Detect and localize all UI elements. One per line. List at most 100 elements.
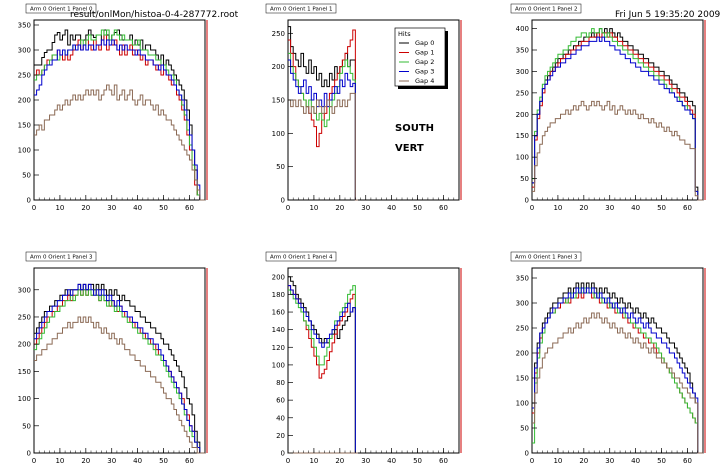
x-tick-label: 50 bbox=[413, 204, 422, 212]
y-tick-label: 200 bbox=[272, 63, 285, 71]
series-line-gap2 bbox=[532, 287, 703, 454]
y-tick-label: 120 bbox=[272, 344, 285, 352]
y-tick-label: 350 bbox=[18, 22, 31, 30]
y-tick-label: 50 bbox=[276, 163, 285, 171]
y-tick-label: 200 bbox=[18, 97, 31, 105]
plot-frame bbox=[531, 19, 704, 201]
y-tick-label: 50 bbox=[22, 422, 31, 430]
x-tick-label: 10 bbox=[553, 204, 562, 212]
datetime-label: Fri Jun 5 19:35:20 2009 bbox=[615, 10, 720, 20]
series-line-gap3 bbox=[34, 283, 205, 454]
y-tick-label: 180 bbox=[272, 291, 285, 299]
y-tick-label: 0 bbox=[281, 450, 285, 458]
panel-0: Arm 0 Orient 1 Panel 0 0 10 20 30 40 50 60 0 50 10… bbox=[18, 3, 208, 212]
series-line-gap0 bbox=[532, 28, 703, 201]
y-tick-label: 100 bbox=[272, 361, 285, 369]
panel-title-box bbox=[25, 3, 97, 14]
panel-title: Arm 0 Orient 1 Panel 3 bbox=[515, 255, 578, 261]
y-tick-label: 50 bbox=[22, 172, 31, 180]
y-tick-label: 40 bbox=[276, 414, 285, 422]
y-tick-label: 150 bbox=[18, 368, 31, 376]
x-tick-label: 20 bbox=[335, 457, 344, 465]
y-tick-label: 100 bbox=[516, 154, 529, 162]
x-tick-label: 60 bbox=[185, 204, 194, 212]
legend-entry: Gap 4 bbox=[415, 77, 434, 85]
y-tick-label: 100 bbox=[18, 147, 31, 155]
legend-box bbox=[394, 27, 446, 87]
series-line-gap4 bbox=[34, 316, 205, 454]
legend-entry: Gap 2 bbox=[415, 58, 434, 66]
file-path-label: result/onlMon/histoa-0-4-287772.root bbox=[70, 10, 239, 20]
panel-title-box bbox=[510, 251, 582, 262]
y-tick-label: 150 bbox=[272, 97, 285, 105]
series-line-gap2 bbox=[34, 289, 205, 454]
legend-entry: Gap 1 bbox=[415, 49, 434, 57]
plot-frame bbox=[287, 19, 460, 201]
y-tick-label: 250 bbox=[516, 325, 529, 333]
x-tick-label: 50 bbox=[657, 204, 666, 212]
y-tick-label: 350 bbox=[516, 47, 529, 55]
y-tick-label: 50 bbox=[520, 175, 529, 183]
x-tick-label: 60 bbox=[683, 457, 692, 465]
y-tick-label: 100 bbox=[272, 130, 285, 138]
series-line-gap3 bbox=[288, 59, 358, 201]
y-tick-label: 100 bbox=[516, 400, 529, 408]
vert-label: VERT bbox=[395, 143, 424, 154]
panel-1: Arm 0 Orient 1 Panel 1 0 10 20 30 40 50 60 0 50 10… bbox=[265, 3, 462, 212]
x-tick-label: 10 bbox=[309, 457, 318, 465]
y-tick-label: 400 bbox=[516, 25, 529, 33]
panel-title-box bbox=[265, 3, 337, 14]
panel-title: Arm 0 Orient 1 Panel 1 bbox=[270, 7, 333, 13]
y-tick-label: 300 bbox=[18, 47, 31, 55]
x-tick-label: 30 bbox=[605, 204, 614, 212]
y-tick-label: 20 bbox=[276, 432, 285, 440]
series-line-gap3 bbox=[288, 285, 358, 454]
legend-title: Hits bbox=[398, 30, 411, 38]
x-tick-label: 10 bbox=[55, 204, 64, 212]
series-line-gap3 bbox=[532, 36, 703, 201]
series-line-gap0 bbox=[34, 283, 205, 454]
series-line-gap4 bbox=[34, 84, 205, 201]
x-tick-label: 30 bbox=[605, 457, 614, 465]
plot-frame bbox=[287, 267, 460, 454]
y-tick-label: 50 bbox=[520, 425, 529, 433]
legend-entry: Gap 3 bbox=[415, 68, 434, 76]
x-tick-label: 30 bbox=[361, 457, 370, 465]
y-tick-label: 200 bbox=[272, 273, 285, 281]
panel-4: Arm 0 Orient 1 Panel 4 0 10 20 30 40 50 60 0 20 40… bbox=[265, 251, 462, 465]
y-tick-label: 0 bbox=[525, 450, 529, 458]
y-tick-label: 200 bbox=[18, 341, 31, 349]
x-tick-label: 30 bbox=[107, 204, 116, 212]
y-tick-label: 200 bbox=[516, 111, 529, 119]
x-tick-label: 40 bbox=[387, 457, 396, 465]
panel-title-box bbox=[25, 251, 97, 262]
x-tick-label: 50 bbox=[657, 457, 666, 465]
x-tick-label: 0 bbox=[32, 457, 36, 465]
x-tick-label: 20 bbox=[579, 457, 588, 465]
y-tick-label: 100 bbox=[18, 395, 31, 403]
x-tick-label: 0 bbox=[530, 457, 534, 465]
y-tick-label: 0 bbox=[525, 197, 529, 205]
panel-5: Arm 0 Orient 1 Panel 3 0 10 20 30 40 50 60 0 50 10… bbox=[510, 251, 706, 465]
y-tick-label: 250 bbox=[272, 30, 285, 38]
series-line-gap3 bbox=[532, 287, 703, 454]
x-tick-label: 20 bbox=[81, 457, 90, 465]
x-tick-label: 40 bbox=[631, 204, 640, 212]
x-tick-label: 60 bbox=[439, 204, 448, 212]
y-tick-label: 250 bbox=[18, 72, 31, 80]
series-line-gap4 bbox=[532, 312, 703, 454]
panel-title: Arm 0 Orient 1 Panel 2 bbox=[515, 7, 578, 13]
x-tick-label: 20 bbox=[579, 204, 588, 212]
series-line-gap4 bbox=[532, 100, 703, 201]
y-tick-label: 300 bbox=[516, 68, 529, 76]
x-tick-label: 40 bbox=[133, 457, 142, 465]
y-tick-label: 300 bbox=[516, 300, 529, 308]
south-label: SOUTH bbox=[395, 123, 434, 134]
x-tick-label: 20 bbox=[335, 204, 344, 212]
x-tick-label: 0 bbox=[32, 204, 36, 212]
y-tick-label: 150 bbox=[516, 375, 529, 383]
x-tick-label: 50 bbox=[159, 204, 168, 212]
x-tick-label: 0 bbox=[530, 204, 534, 212]
x-tick-label: 60 bbox=[439, 457, 448, 465]
